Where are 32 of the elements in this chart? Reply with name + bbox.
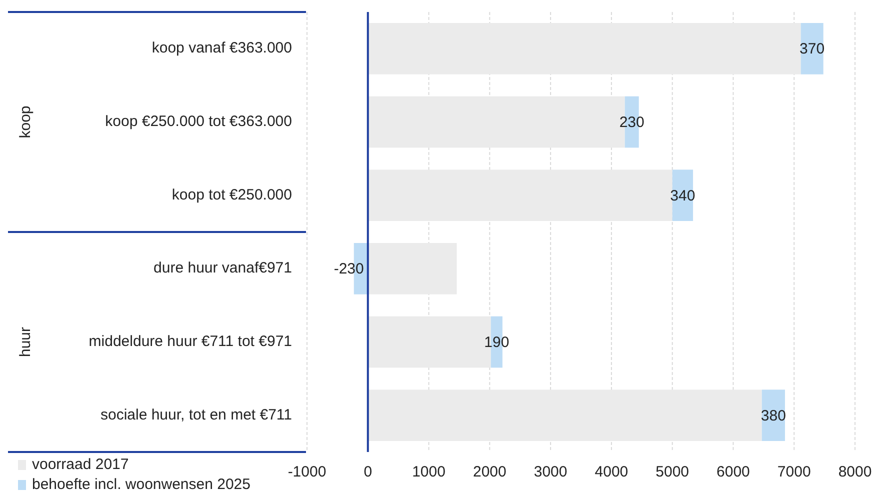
bar (800, 23, 824, 74)
x-tick-label: 1000 (412, 464, 446, 481)
y-tick-label: koop vanaf €363.000 (152, 40, 292, 57)
data-label: 230 (619, 114, 644, 131)
legend-label: voorraad 2017 (32, 456, 129, 473)
x-tick-label: 8000 (838, 464, 872, 481)
text: huur (16, 326, 34, 358)
x-tick-label: 0 (364, 464, 372, 481)
y-tick-label: koop €250.000 tot €363.000 (105, 112, 292, 130)
bar (368, 243, 457, 294)
x-tick-label: 5000 (656, 464, 690, 481)
bar (368, 23, 801, 74)
x-tick-label: 2000 (472, 464, 506, 481)
text: koop (16, 106, 34, 138)
data-label: -230 (334, 260, 364, 278)
bar (368, 390, 762, 441)
x-tick-label: 7000 (777, 464, 811, 481)
data-label: 190 (484, 334, 510, 351)
x-tick-label: 4000 (594, 464, 628, 481)
data-label: 370 (800, 40, 825, 58)
y-tick-label: middeldure huur €711 tot €971 (88, 332, 292, 350)
bar (368, 170, 672, 221)
data-label: 380 (760, 407, 786, 424)
x-tick-label: -1000 (288, 464, 326, 481)
y-tick-label: sociale huur, tot en met €711 (100, 406, 292, 424)
x-tick-label: 6000 (716, 464, 750, 481)
x-tick-label: 3000 (534, 464, 568, 481)
data-label: 340 (670, 187, 696, 204)
bar (672, 170, 694, 221)
legend-label: behoefte incl. woonwensen 2025 (32, 476, 250, 493)
y-tick-label: dure huur vanaf€971 (154, 260, 292, 277)
y-tick-label: koop tot €250.000 (172, 186, 292, 204)
